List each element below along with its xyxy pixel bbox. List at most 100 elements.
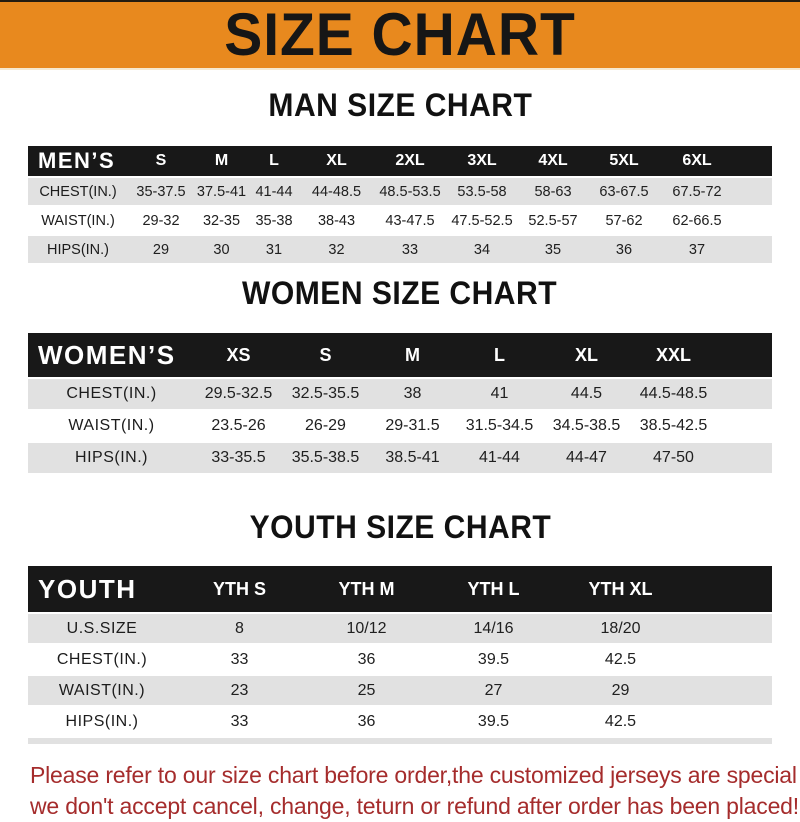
mens-heading-text: MAN SIZE CHART: [268, 87, 532, 123]
table-row: WAIST(IN.) 23 25 27 29: [28, 676, 772, 705]
header-filler-cell: [717, 333, 772, 377]
value-cell: 35.5-38.5: [282, 443, 369, 473]
value-cell: 29: [557, 676, 684, 705]
youth-table-body: U.S.SIZE 8 10/12 14/16 18/20 CHEST(IN.) 33 36 39…: [28, 614, 772, 736]
row-label-cell: WAIST(IN.): [68, 417, 155, 434]
header-filler-cell: [684, 566, 772, 612]
size-column-header: M: [369, 333, 456, 377]
value-cell: 8: [176, 614, 303, 643]
table-header-row: YOUTH YTH S YTH M YTH L YTH XL: [28, 566, 772, 612]
row-filler-cell: [684, 707, 772, 736]
mens-table-header: MEN’S S M L XL 2XL 3XL 4XL 5XL 6XL: [28, 146, 772, 176]
row-filler-cell: [717, 443, 772, 473]
size-column-header: XL: [543, 333, 630, 377]
value-cell: 35: [518, 236, 588, 263]
size-column-header: XL: [299, 146, 374, 176]
value-cell: 23: [176, 676, 303, 705]
size-column-header: S: [282, 333, 369, 377]
youth-table-header: YOUTH YTH S YTH M YTH L YTH XL: [28, 566, 772, 612]
row-filler-cell: [684, 645, 772, 674]
youth-section-heading: YOUTH SIZE CHART: [0, 509, 800, 552]
size-column-header: YTH XL: [557, 566, 684, 612]
value-cell: 26-29: [305, 417, 346, 434]
value-cell: 27: [430, 676, 557, 705]
row-label-cell: HIPS(IN.): [28, 443, 195, 473]
youth-size-table: YOUTH YTH S YTH M YTH L YTH XL U.S.SIZE 8 10/1…: [28, 564, 772, 744]
table-row: CHEST(IN.) 29.5-32.5 32.5-35.5 38 41 44.5 44.5…: [28, 379, 772, 409]
value-cell: 18/20: [557, 614, 684, 643]
value-cell: 10/12: [303, 614, 430, 643]
value-cell: 35-37.5: [128, 178, 194, 205]
value-cell: 38-43: [317, 212, 356, 229]
value-cell: 36: [357, 650, 376, 668]
womens-section-heading: WOMEN SIZE CHART: [0, 275, 800, 318]
footer-note-line2: we don't accept cancel, change, teturn o…: [30, 793, 799, 819]
value-cell: 25: [303, 676, 430, 705]
mens-table-body: CHEST(IN.) 35-37.5 37.5-41 41-44 44-48.5 48.5…: [28, 178, 772, 263]
row-label-cell: HIPS(IN.): [28, 236, 128, 263]
value-cell: 63-67.5: [588, 178, 660, 205]
value-cell: 67.5-72: [660, 178, 734, 205]
value-cell: 33: [374, 236, 446, 263]
value-cell: 62-66.5: [672, 212, 722, 229]
value-cell: 33: [230, 712, 249, 730]
value-cell: 32-35: [202, 212, 241, 229]
value-cell: 33: [230, 650, 249, 668]
value-cell: 30: [194, 236, 249, 263]
table-row: HIPS(IN.) 29 30 31 32 33 34 35 36 37: [28, 236, 772, 263]
table-row: U.S.SIZE 8 10/12 14/16 18/20: [28, 614, 772, 643]
value-cell: 32: [299, 236, 374, 263]
size-column-header: L: [456, 333, 543, 377]
value-cell: 31.5-34.5: [465, 417, 534, 434]
value-cell: 34: [446, 236, 518, 263]
size-column-header: XS: [195, 333, 282, 377]
size-column-header: 6XL: [660, 146, 734, 176]
value-cell: 53.5-58: [446, 178, 518, 205]
table-row: WAIST(IN.) 29-32 32-35 35-38 38-43 43-47.5 47.…: [28, 207, 772, 234]
value-cell: 32.5-35.5: [282, 379, 369, 409]
table-title-cell: MEN’S: [28, 146, 128, 176]
womens-heading-text: WOMEN SIZE CHART: [242, 275, 558, 311]
value-cell: 29: [128, 236, 194, 263]
row-label-cell: CHEST(IN.): [28, 379, 195, 409]
value-cell: 38: [369, 379, 456, 409]
womens-table-body: CHEST(IN.) 29.5-32.5 32.5-35.5 38 41 44.5 44.5…: [28, 379, 772, 473]
table-row: HIPS(IN.) 33-35.5 35.5-38.5 38.5-41 41-44 44-…: [28, 443, 772, 473]
value-cell: 31: [249, 236, 299, 263]
row-filler-cell: [734, 236, 772, 263]
value-cell: 47.5-52.5: [451, 212, 513, 229]
row-filler-cell: [684, 676, 772, 705]
table-title-cell: YOUTH: [28, 566, 176, 612]
table-row: WAIST(IN.) 23.5-26 26-29 29-31.5 31.5-34.5 34…: [28, 411, 772, 441]
size-column-header: M: [194, 146, 249, 176]
value-cell: 52.5-57: [528, 212, 578, 229]
table-title-cell: WOMEN’S: [28, 333, 195, 377]
size-column-header: 5XL: [588, 146, 660, 176]
value-cell: 23.5-26: [211, 417, 266, 434]
table-header-row: MEN’S S M L XL 2XL 3XL 4XL 5XL 6XL: [28, 146, 772, 176]
value-cell: 58-63: [518, 178, 588, 205]
value-cell: 29.5-32.5: [195, 379, 282, 409]
size-column-header: XXL: [630, 333, 717, 377]
row-label-cell: CHEST(IN.): [56, 650, 148, 668]
value-cell: 48.5-53.5: [374, 178, 446, 205]
value-cell: 44.5-48.5: [630, 379, 717, 409]
value-cell: 37.5-41: [194, 178, 249, 205]
value-cell: 41: [456, 379, 543, 409]
row-filler-cell: [717, 379, 772, 409]
footer-note-line1: Please refer to our size chart before or…: [30, 762, 800, 788]
banner: SIZE CHART: [0, 0, 800, 70]
row-filler-cell: [734, 207, 772, 234]
mens-section-heading: MAN SIZE CHART: [0, 87, 800, 130]
womens-table-header: WOMEN’S XS S M L XL XXL: [28, 333, 772, 377]
value-cell: 41-44: [249, 178, 299, 205]
header-filler-cell: [734, 146, 772, 176]
value-cell: 42.5: [604, 712, 637, 730]
value-cell: 44.5: [543, 379, 630, 409]
row-label-cell: CHEST(IN.): [28, 178, 128, 205]
mens-size-table: MEN’S S M L XL 2XL 3XL 4XL 5XL 6XL CHEST(IN.) 35-3…: [28, 144, 772, 265]
table-header-row: WOMEN’S XS S M L XL XXL: [28, 333, 772, 377]
value-cell: 33-35.5: [195, 443, 282, 473]
value-cell: 38.5-41: [369, 443, 456, 473]
